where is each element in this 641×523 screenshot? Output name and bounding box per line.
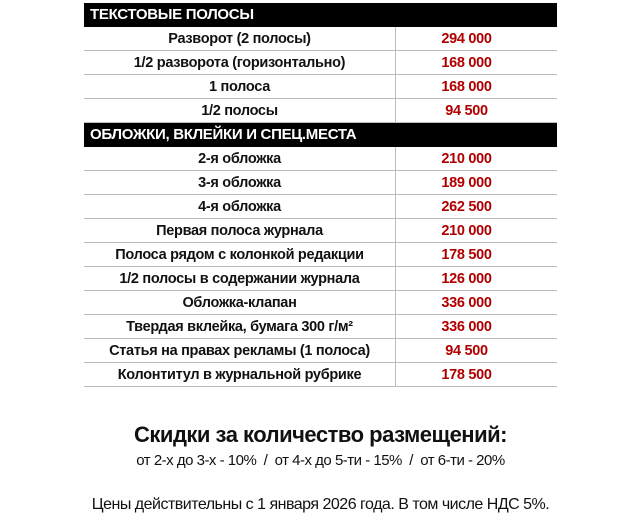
table-row: Обложка-клапан 336 000 [84,291,557,315]
placement-price: 262 500 [441,199,492,215]
placement-name: 3-я обложка [84,171,396,194]
placement-name: 1/2 полосы в содержании журнала [84,267,396,290]
placement-name: 1/2 полосы [84,99,396,122]
discounts-details: от 2-х до 3-х - 10% / от 4-х до 5-ти - 1… [136,452,505,469]
table-row: 1/2 полосы 94 500 [84,99,557,123]
table-row: Твердая вклейка, бумага 300 г/м² 336 000 [84,315,557,339]
placement-name: Разворот (2 полосы) [84,27,396,50]
table-row: 1/2 разворота (горизонтально) 168 000 [84,51,557,75]
placement-name: Статья на правах рекламы (1 полоса) [84,339,396,362]
table-row: Первая полоса журнала 210 000 [84,219,557,243]
placement-price: 189 000 [441,175,492,191]
section-header: ТЕКСТОВЫЕ ПОЛОСЫ [84,3,557,27]
placement-price: 94 500 [445,343,488,359]
placement-name: Твердая вклейка, бумага 300 г/м² [84,315,396,338]
section-header: ОБЛОЖКИ, ВКЛЕЙКИ И СПЕЦ.МЕСТА [84,123,557,147]
table-row: 4-я обложка 262 500 [84,195,557,219]
placement-name: Полоса рядом с колонкой редакции [84,243,396,266]
table-row: 1/2 полосы в содержании журнала 126 000 [84,267,557,291]
table-row: 1 полоса 168 000 [84,75,557,99]
table-row: Статья на правах рекламы (1 полоса) 94 50… [84,339,557,363]
placement-price: 210 000 [441,223,492,239]
discounts-title: Скидки за количество размещений: [134,422,507,447]
placement-price: 210 000 [441,151,492,167]
placement-name: 4-я обложка [84,195,396,218]
placement-price: 168 000 [441,55,492,71]
placement-name: 2-я обложка [84,147,396,170]
placement-name: 1/2 разворота (горизонтально) [84,51,396,74]
placement-price: 94 500 [445,103,488,119]
placement-price: 178 500 [441,367,492,383]
placement-name: Колонтитул в журнальной рубрике [84,363,396,386]
placement-price: 336 000 [441,319,492,335]
placement-price: 126 000 [441,271,492,287]
table-row: 2-я обложка 210 000 [84,147,557,171]
table-row: 3-я обложка 189 000 [84,171,557,195]
placement-name: Первая полоса журнала [84,219,396,242]
placement-price: 168 000 [441,79,492,95]
table-row: Полоса рядом с колонкой редакции 178 500 [84,243,557,267]
placement-price: 294 000 [441,31,492,47]
placement-price: 336 000 [441,295,492,311]
price-table: ТЕКСТОВЫЕ ПОЛОСЫ Разворот (2 полосы) 294 0… [84,3,557,387]
placement-name: Обложка-клапан [84,291,396,314]
placement-price: 178 500 [441,247,492,263]
placement-name: 1 полоса [84,75,396,98]
table-row: Разворот (2 полосы) 294 000 [84,27,557,51]
price-validity-note: Цены действительны с 1 января 2026 года.… [91,496,550,513]
table-row: Колонтитул в журнальной рубрике 178 500 [84,363,557,387]
